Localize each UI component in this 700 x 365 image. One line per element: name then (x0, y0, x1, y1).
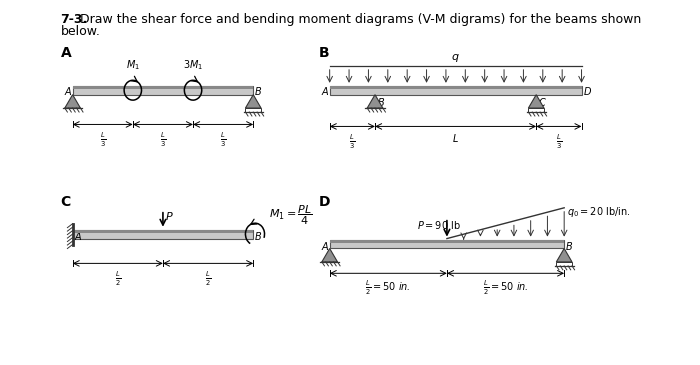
FancyBboxPatch shape (556, 262, 572, 266)
FancyBboxPatch shape (330, 86, 582, 89)
Polygon shape (528, 95, 544, 108)
Text: $\frac{L}{3}$: $\frac{L}{3}$ (220, 130, 226, 149)
Text: D: D (583, 87, 591, 97)
FancyBboxPatch shape (73, 230, 253, 233)
Text: 7-3.: 7-3. (60, 13, 88, 26)
Text: $\frac{L}{3}$: $\frac{L}{3}$ (99, 130, 106, 149)
Text: $q$: $q$ (452, 52, 460, 64)
Text: D: D (318, 195, 330, 209)
FancyBboxPatch shape (73, 86, 253, 89)
Text: $q_0 = 20$ lb/in.: $q_0 = 20$ lb/in. (567, 205, 630, 219)
Polygon shape (368, 95, 383, 108)
Text: B: B (566, 242, 573, 251)
Text: C: C (539, 98, 545, 108)
Text: $\frac{L}{2}$: $\frac{L}{2}$ (115, 269, 121, 288)
Text: $\frac{L}{3}$: $\frac{L}{3}$ (349, 132, 356, 151)
Text: $P$: $P$ (164, 210, 174, 222)
Text: C: C (60, 195, 71, 209)
FancyBboxPatch shape (528, 108, 544, 112)
Text: A: A (64, 87, 71, 97)
FancyBboxPatch shape (246, 108, 261, 112)
Polygon shape (556, 249, 572, 262)
FancyBboxPatch shape (73, 86, 253, 95)
Text: below.: below. (60, 25, 100, 38)
Polygon shape (65, 95, 80, 108)
Text: $\frac{L}{2} = 50$ in.: $\frac{L}{2} = 50$ in. (365, 279, 411, 297)
Text: $M_1 = \dfrac{PL}{4}$: $M_1 = \dfrac{PL}{4}$ (269, 204, 312, 227)
Text: A: A (321, 242, 328, 251)
Text: $M_1$: $M_1$ (126, 58, 140, 72)
Text: $P = 90$ lb: $P = 90$ lb (416, 219, 461, 231)
Text: B: B (255, 87, 262, 97)
Text: A: A (60, 46, 71, 60)
Text: Draw the shear force and bending moment diagrams (V-M digrams) for the beams sho: Draw the shear force and bending moment … (80, 13, 642, 26)
Polygon shape (322, 249, 337, 262)
Polygon shape (246, 95, 261, 108)
Text: $\frac{L}{2} = 50$ in.: $\frac{L}{2} = 50$ in. (483, 279, 528, 297)
FancyBboxPatch shape (330, 239, 564, 243)
FancyBboxPatch shape (330, 86, 582, 95)
Text: B: B (255, 232, 262, 242)
Text: $\frac{L}{2}$: $\frac{L}{2}$ (205, 269, 211, 288)
FancyBboxPatch shape (73, 230, 253, 239)
Text: B: B (377, 98, 384, 108)
Text: $3M_1$: $3M_1$ (183, 58, 203, 72)
FancyBboxPatch shape (330, 239, 564, 249)
Text: $L$: $L$ (452, 132, 459, 145)
Text: B: B (318, 46, 329, 60)
Text: $\frac{L}{3}$: $\frac{L}{3}$ (160, 130, 166, 149)
Text: $\frac{L}{3}$: $\frac{L}{3}$ (556, 132, 562, 151)
Text: A: A (321, 87, 328, 97)
Text: A: A (74, 232, 81, 242)
